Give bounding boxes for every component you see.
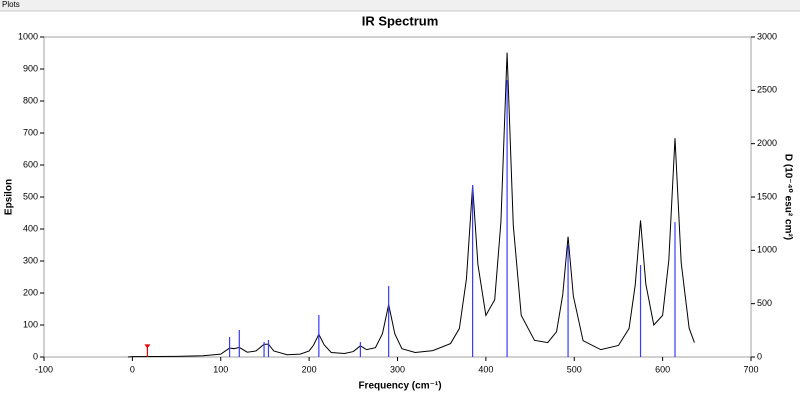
x-tick-label: 0: [130, 364, 135, 374]
y-tick-label: 700: [23, 127, 38, 137]
y-tick-label: 800: [23, 95, 38, 105]
y2-tick-label: 1500: [757, 191, 777, 201]
y2-axis-label: D (10⁻⁴⁰ esu² cm²): [782, 154, 793, 240]
y2-tick-label: 500: [757, 298, 772, 308]
x-tick-label: 600: [655, 364, 670, 374]
x-axis-label: Frequency (cm⁻¹): [358, 381, 441, 392]
x-tick-label: 700: [743, 364, 758, 374]
y-tick-label: 200: [23, 287, 38, 297]
x-tick-label: 300: [390, 364, 405, 374]
y-tick-label: 300: [23, 255, 38, 265]
y-axis-label: Epsilon: [4, 179, 15, 215]
x-tick-label: 500: [567, 364, 582, 374]
y-tick-label: 0: [33, 351, 38, 361]
chart-title: IR Spectrum: [362, 13, 439, 28]
y-tick-label: 500: [23, 191, 38, 201]
spectrum-line: [127, 52, 695, 358]
x-tick-label: 100: [213, 364, 228, 374]
y2-tick-label: 2000: [757, 138, 777, 148]
y-tick-label: 600: [23, 159, 38, 169]
x-tick-label: -100: [35, 364, 53, 374]
y-tick-label: 1000: [18, 31, 38, 41]
y2-tick-label: 2500: [757, 85, 777, 95]
window-title: Plots: [2, 0, 20, 9]
x-tick-label: 400: [478, 364, 493, 374]
stick-marker: [144, 344, 151, 349]
y2-tick-label: 3000: [757, 31, 777, 41]
y2-tick-label: 0: [757, 351, 762, 361]
y-tick-label: 900: [23, 63, 38, 73]
y-tick-label: 100: [23, 319, 38, 329]
y2-tick-label: 1000: [757, 245, 777, 255]
plot-area: [43, 36, 752, 358]
x-tick-label: 200: [302, 364, 317, 374]
y-tick-label: 400: [23, 223, 38, 233]
title-bar: [0, 0, 800, 11]
